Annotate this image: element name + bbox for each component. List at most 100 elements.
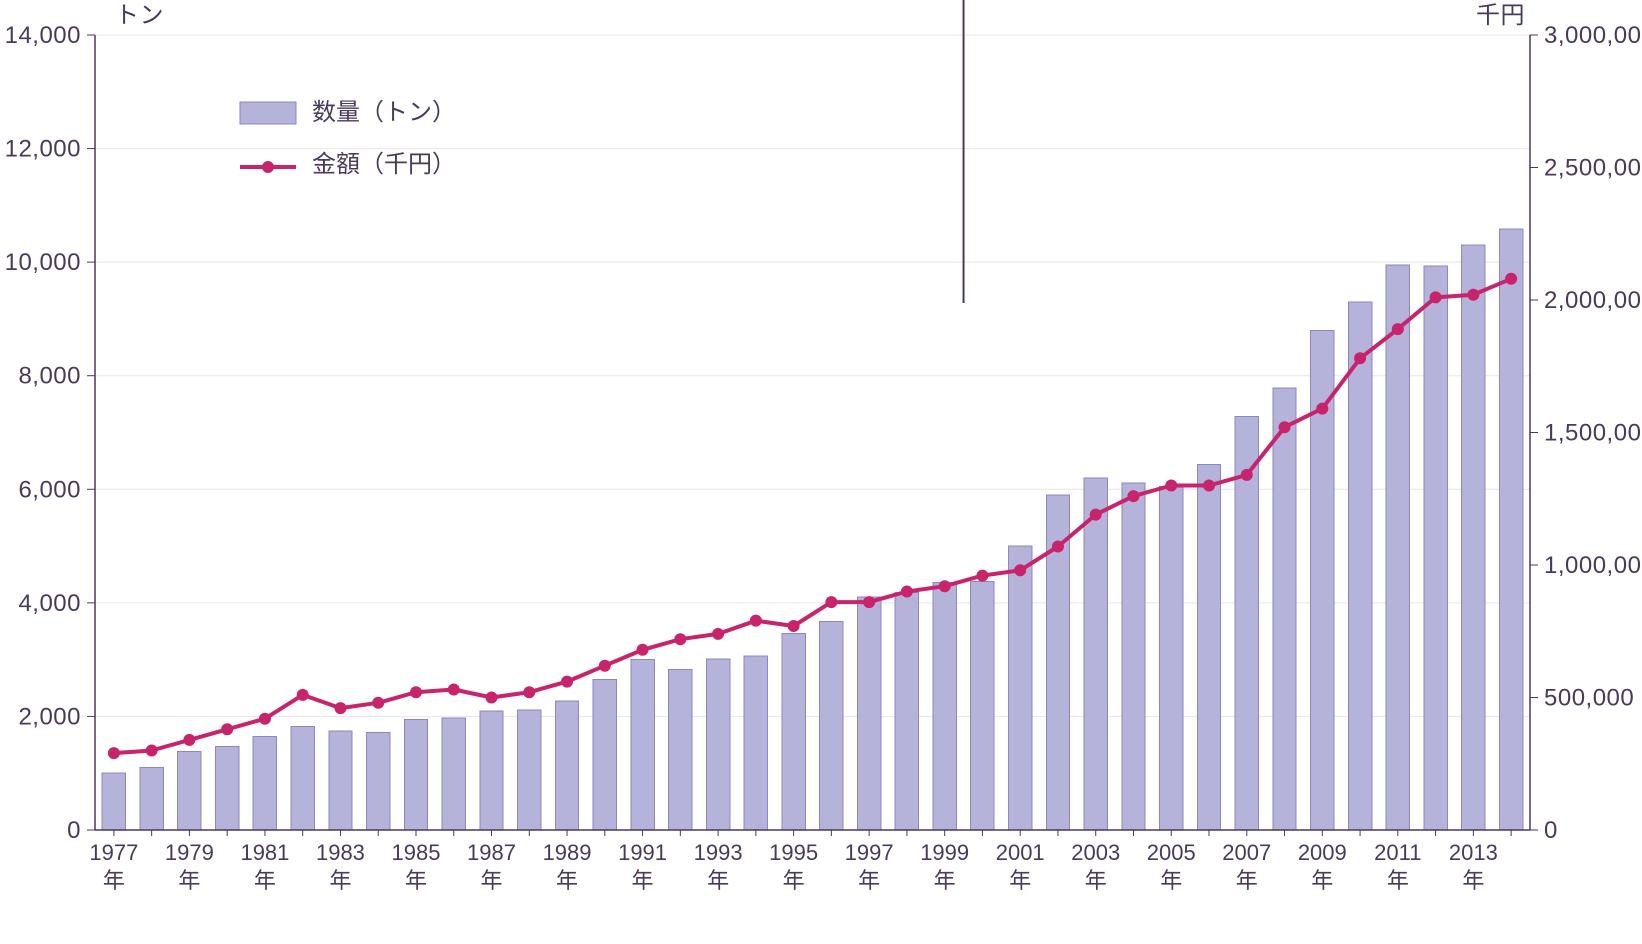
chart-svg: 02,0004,0006,0008,00010,00012,00014,0000… [0, 0, 1642, 944]
bar [555, 701, 578, 830]
svg-text:1989: 1989 [543, 840, 592, 865]
bar [744, 656, 767, 830]
svg-text:年: 年 [934, 868, 956, 893]
line-marker [1014, 564, 1026, 576]
bar [593, 680, 616, 830]
bar [140, 768, 163, 830]
legend-swatch-bar [240, 102, 296, 124]
line-marker [523, 686, 535, 698]
bar [1424, 266, 1447, 830]
legend-label: 金額（千円） [312, 151, 456, 178]
svg-text:2003: 2003 [1071, 840, 1120, 865]
svg-text:年: 年 [1236, 868, 1258, 893]
line-marker [259, 713, 271, 725]
line-marker [146, 745, 158, 757]
legend-label: 数量（トン） [312, 99, 456, 126]
bar [1462, 245, 1485, 830]
svg-text:年: 年 [1009, 868, 1031, 893]
bar [480, 711, 503, 830]
line-marker [1203, 480, 1215, 492]
svg-text:1993: 1993 [694, 840, 743, 865]
bar [820, 622, 843, 830]
legend-swatch-line-marker [262, 161, 274, 173]
svg-text:年: 年 [1160, 868, 1182, 893]
svg-text:年: 年 [481, 868, 503, 893]
svg-text:3,000,000: 3,000,000 [1544, 22, 1642, 49]
bar [1084, 478, 1107, 830]
svg-text:10,000: 10,000 [5, 249, 81, 276]
line-marker [599, 660, 611, 672]
svg-text:年: 年 [1311, 868, 1333, 893]
line-marker [1392, 323, 1404, 335]
svg-text:2011: 2011 [1374, 840, 1421, 865]
bar [1122, 483, 1145, 830]
line-marker [1430, 291, 1442, 303]
right-axis-title: 千円 [1476, 2, 1525, 29]
line-marker [372, 697, 384, 709]
line-marker [486, 692, 498, 704]
svg-text:0: 0 [1544, 817, 1558, 844]
svg-text:年: 年 [103, 868, 125, 893]
svg-text:2009: 2009 [1298, 840, 1347, 865]
bar [895, 593, 918, 830]
svg-text:4,000: 4,000 [18, 590, 81, 617]
svg-text:1981: 1981 [240, 840, 289, 865]
line-marker [183, 734, 195, 746]
svg-text:年: 年 [556, 868, 578, 893]
bar [178, 752, 201, 830]
line-marker [637, 644, 649, 656]
svg-text:1999: 1999 [920, 840, 969, 865]
line-marker [561, 676, 573, 688]
svg-text:1,500,000: 1,500,000 [1544, 420, 1642, 447]
bar [1160, 486, 1183, 830]
svg-text:年: 年 [783, 868, 805, 893]
bar [291, 727, 314, 830]
svg-text:2005: 2005 [1147, 840, 1196, 865]
svg-text:500,000: 500,000 [1544, 685, 1634, 712]
bar [442, 718, 465, 830]
line-marker [750, 615, 762, 627]
svg-text:2,000: 2,000 [18, 703, 81, 730]
line-marker [334, 702, 346, 714]
line-marker [674, 633, 686, 645]
line-marker [1467, 289, 1479, 301]
bar [367, 732, 390, 830]
bar [1386, 265, 1409, 830]
line-marker [1090, 509, 1102, 521]
line-marker [297, 689, 309, 701]
bar [102, 773, 125, 830]
svg-text:14,000: 14,000 [5, 22, 81, 49]
bar [971, 581, 994, 830]
svg-text:年: 年 [329, 868, 351, 893]
svg-text:2007: 2007 [1222, 840, 1271, 865]
svg-text:年: 年 [858, 868, 880, 893]
bar [329, 731, 352, 830]
svg-text:1,000,000: 1,000,000 [1544, 552, 1642, 579]
line-marker [1241, 469, 1253, 481]
svg-text:8,000: 8,000 [18, 363, 81, 390]
svg-text:1991: 1991 [618, 840, 667, 865]
bar [857, 597, 880, 830]
svg-text:6,000: 6,000 [18, 476, 81, 503]
svg-text:1979: 1979 [165, 840, 214, 865]
bar [631, 660, 654, 830]
svg-text:年: 年 [707, 868, 729, 893]
line-marker [788, 620, 800, 632]
bar [1197, 464, 1220, 830]
svg-text:2,000,000: 2,000,000 [1544, 287, 1642, 314]
line-marker [1127, 490, 1139, 502]
svg-text:2013: 2013 [1449, 840, 1498, 865]
line-marker [1279, 421, 1291, 433]
svg-text:年: 年 [1462, 868, 1484, 893]
bar [518, 710, 541, 830]
svg-text:1985: 1985 [392, 840, 441, 865]
line-marker [221, 723, 233, 735]
bar [1008, 546, 1031, 830]
line-marker [108, 747, 120, 759]
bar [1348, 302, 1371, 830]
svg-text:年: 年 [254, 868, 276, 893]
line-marker [712, 628, 724, 640]
svg-text:0: 0 [67, 817, 81, 844]
svg-text:1987: 1987 [467, 840, 516, 865]
svg-text:年: 年 [178, 868, 200, 893]
